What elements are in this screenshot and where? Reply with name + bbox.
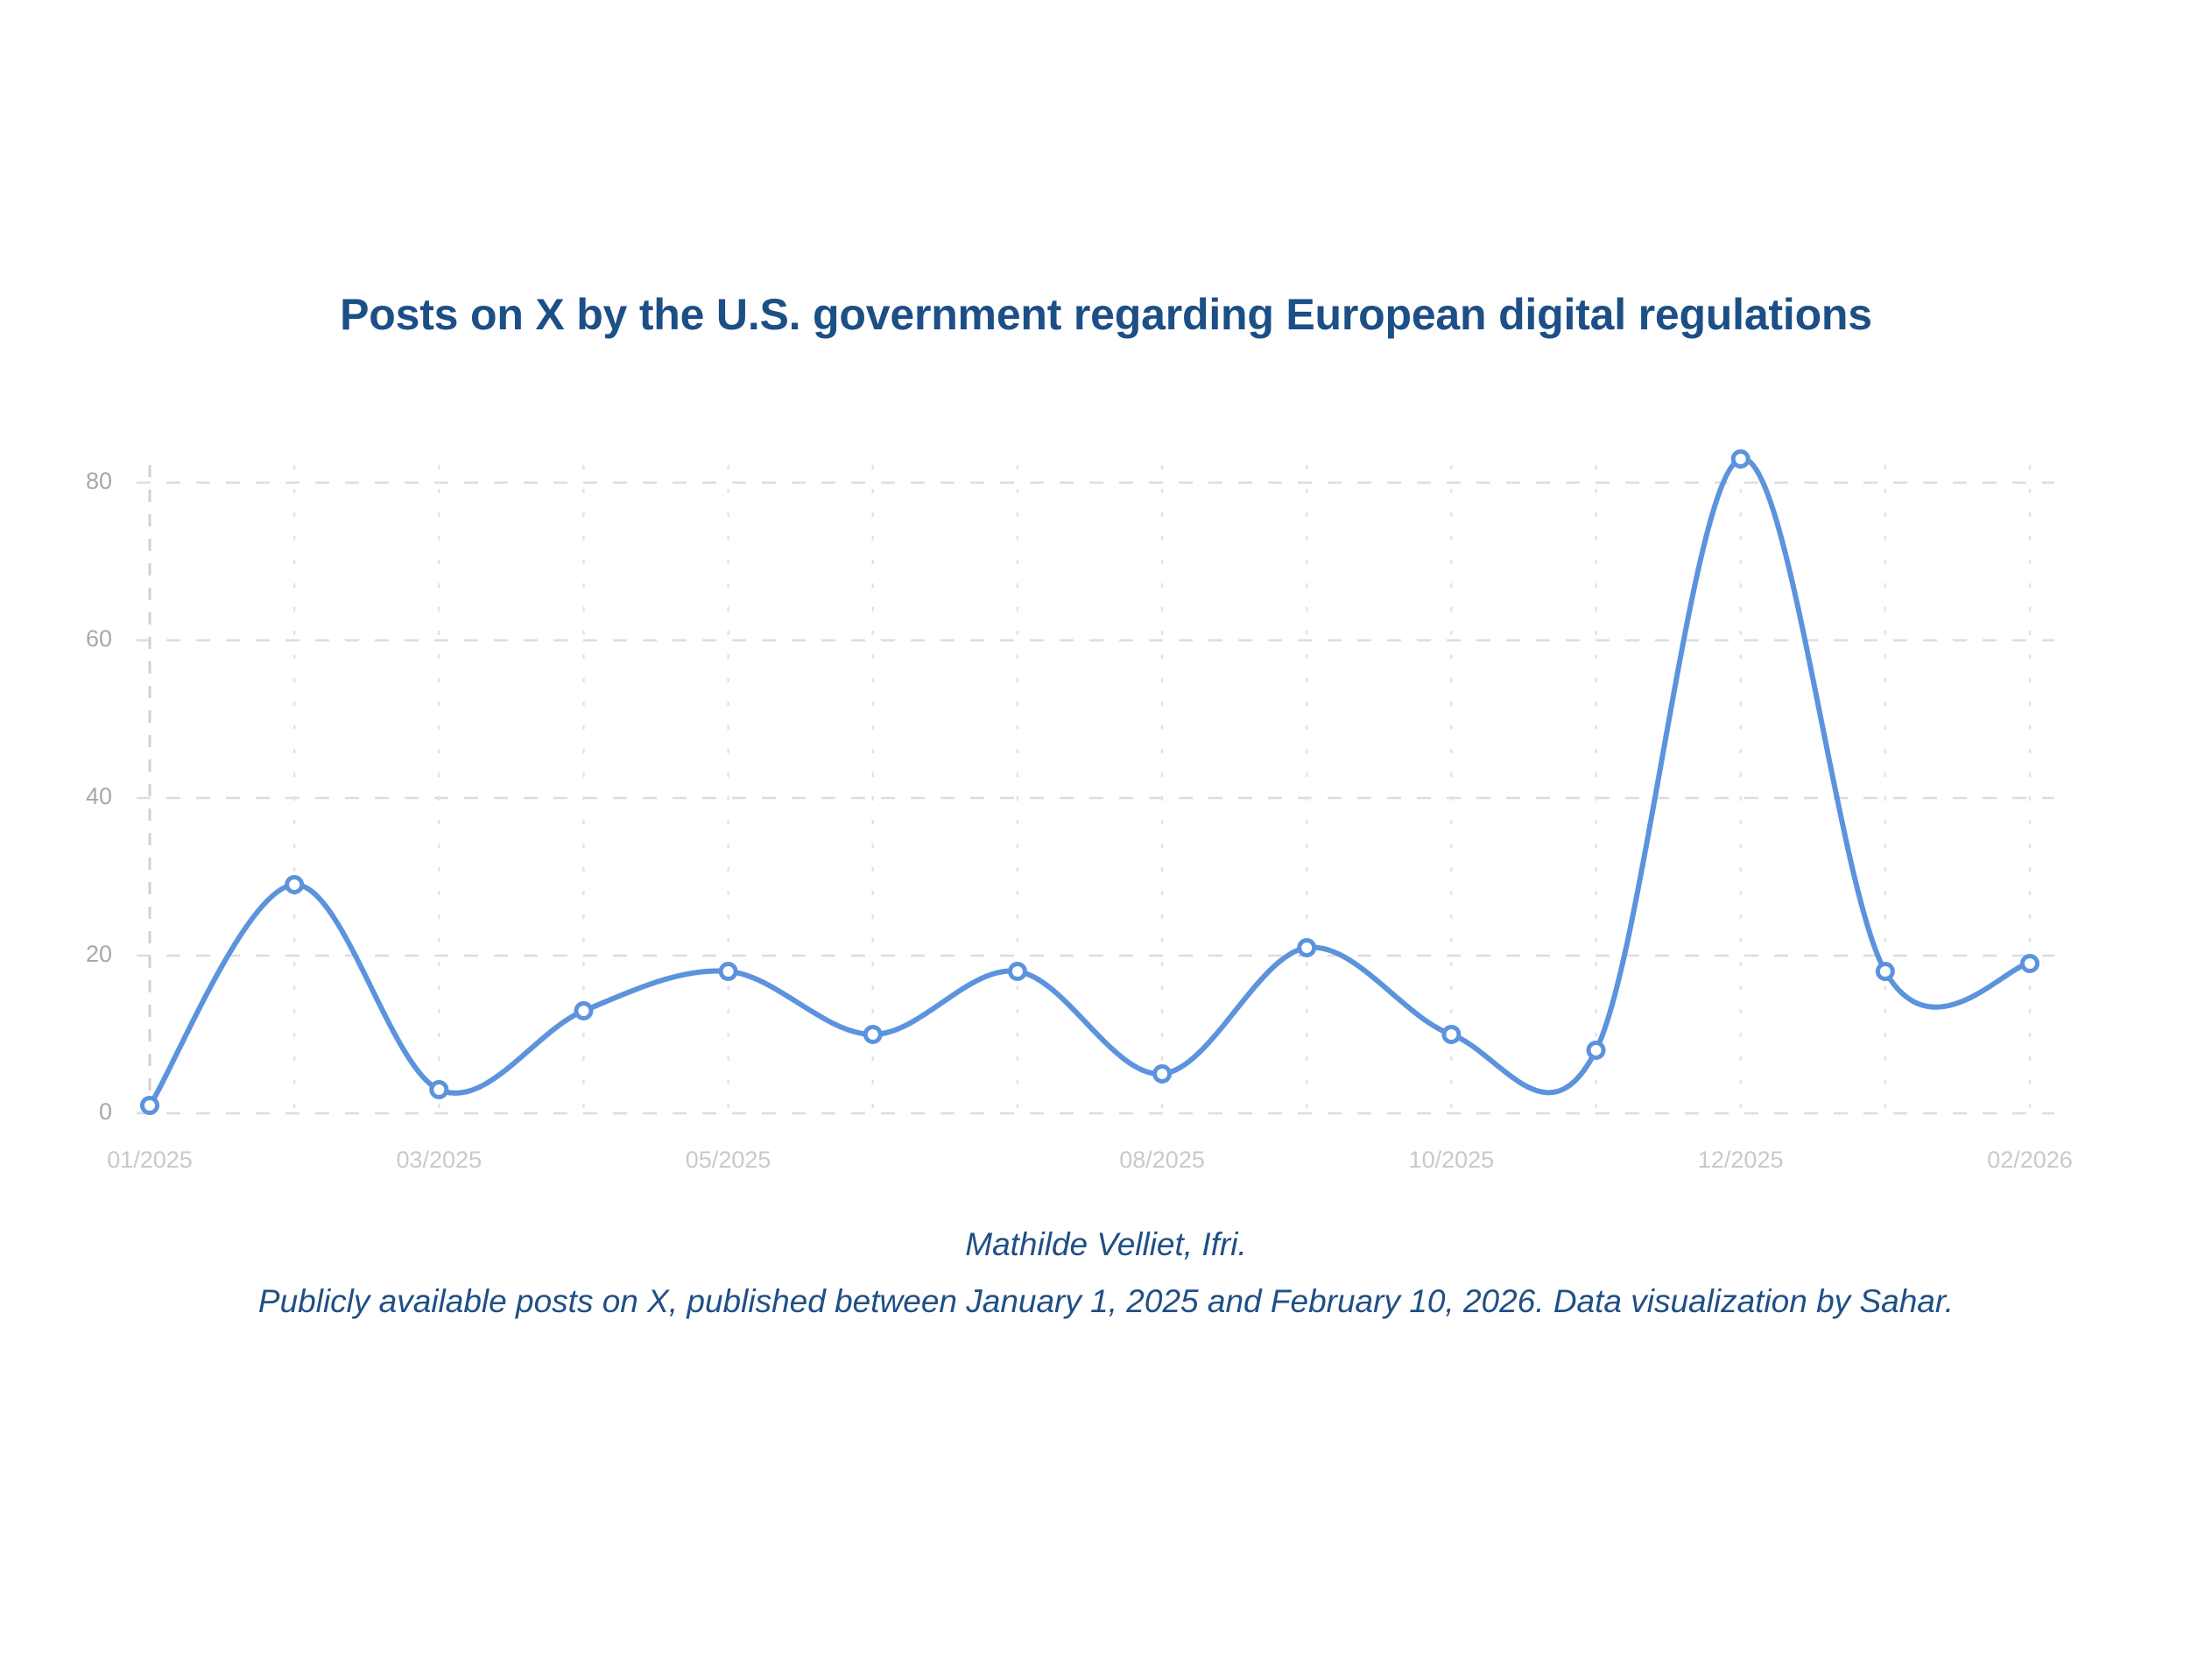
y-axis-tick-label: 0 <box>98 1098 112 1125</box>
x-axis-tick-label: 03/2025 <box>396 1147 483 1173</box>
data-point-marker[interactable] <box>1007 962 1027 981</box>
x-axis-tick-label: 02/2026 <box>1987 1147 2073 1173</box>
x-axis-tick-label: 10/2025 <box>1408 1147 1495 1173</box>
y-axis-tick-label: 80 <box>85 468 112 494</box>
caption-description: Publicly available posts on X, published… <box>257 1283 1955 1319</box>
data-point-marker[interactable] <box>1152 1064 1173 1084</box>
x-axis-tick-label: 08/2025 <box>1119 1147 1205 1173</box>
chart-title: Posts on X by the U.S. government regard… <box>340 290 1872 339</box>
y-axis-tick-label: 40 <box>85 783 112 809</box>
series-markers <box>140 449 2039 1115</box>
data-point-marker[interactable] <box>718 962 738 981</box>
y-axis-tick-label: 20 <box>85 941 112 967</box>
data-point-marker[interactable] <box>1875 962 1895 981</box>
data-point-marker[interactable] <box>1441 1025 1462 1044</box>
vertical-gridlines <box>148 465 2032 1113</box>
data-point-marker[interactable] <box>574 1001 594 1020</box>
data-point-marker[interactable] <box>429 1080 449 1099</box>
horizontal-gridlines <box>137 481 2054 1115</box>
data-point-marker[interactable] <box>285 875 305 894</box>
x-axis-tick-label: 12/2025 <box>1697 1147 1784 1173</box>
data-point-marker[interactable] <box>2020 954 2039 973</box>
data-point-marker[interactable] <box>140 1096 159 1115</box>
x-axis-tick-label: 01/2025 <box>107 1147 193 1173</box>
data-point-marker[interactable] <box>1730 449 1751 469</box>
data-point-marker[interactable] <box>863 1025 883 1044</box>
series-line-posts-on-x <box>147 455 2032 1108</box>
caption-source: Mathilde Velliet, Ifri. <box>965 1226 1247 1262</box>
data-point-marker[interactable] <box>1586 1041 1606 1060</box>
data-point-marker[interactable] <box>1297 938 1317 957</box>
line-chart-svg <box>137 449 2054 1115</box>
x-axis-tick-label: 05/2025 <box>685 1147 771 1173</box>
plot-area <box>137 449 2054 1131</box>
y-axis-tick-label: 60 <box>85 625 112 652</box>
